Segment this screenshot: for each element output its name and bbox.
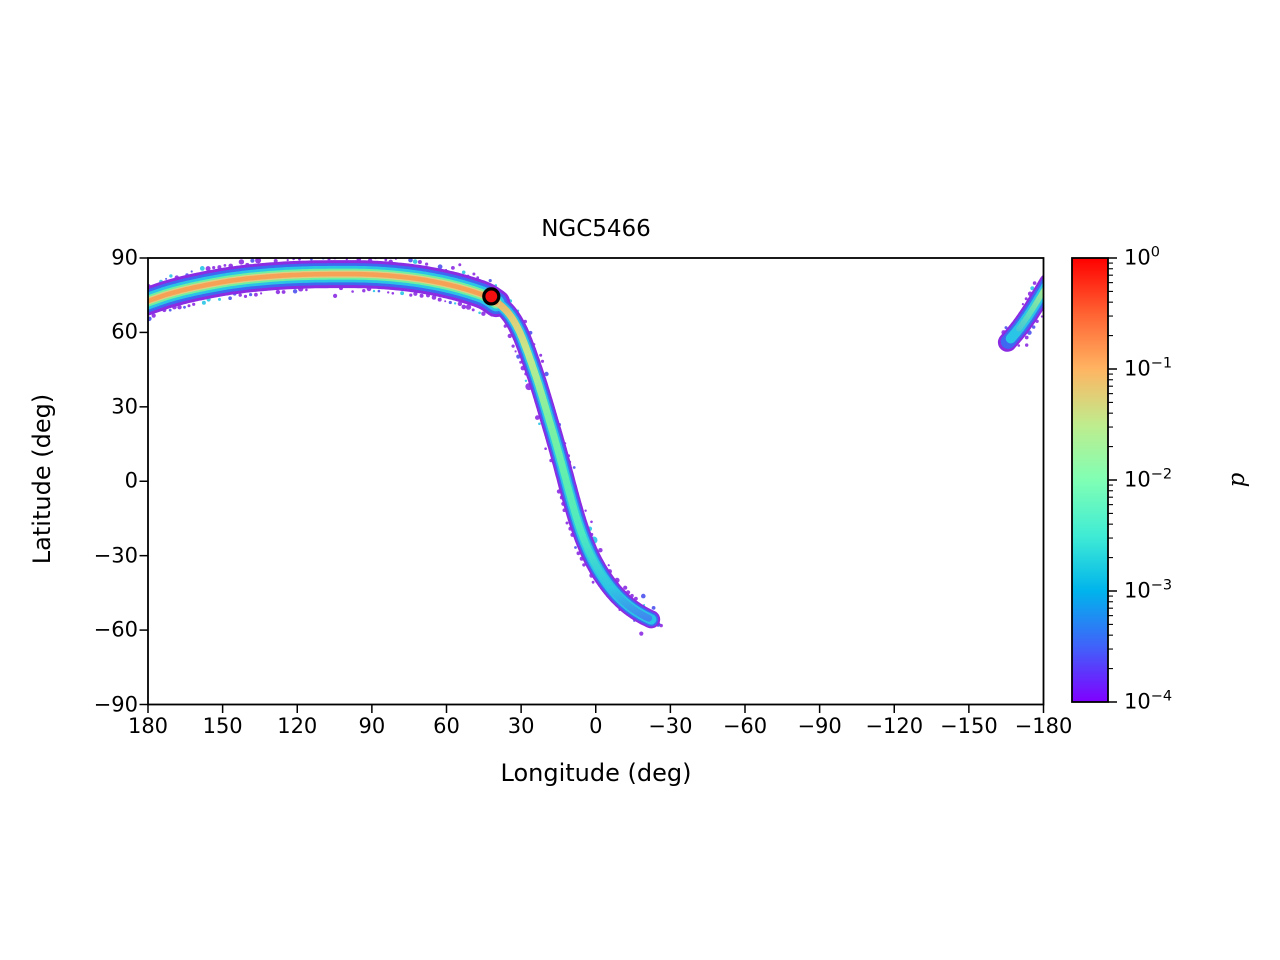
x-tick-label: −60 [722,714,768,738]
x-tick-label: 120 [277,714,318,738]
colorbar-tick-label: 10−3 [1124,577,1173,603]
x-tick-label: 150 [202,714,243,738]
colorbar [1071,257,1117,703]
y-ticks [139,257,148,706]
chart-title: NGC5466 [541,216,651,242]
y-tick-label: −30 [93,543,138,568]
x-tick-label: −90 [797,714,842,738]
cluster-marker [482,287,501,306]
stream-band [148,258,1044,636]
x-tick-label: −30 [648,714,693,738]
x-tick-label: 180 [127,714,169,738]
colorbar-tick-label: 10−2 [1124,466,1173,492]
x-axis-label: Longitude (deg) [500,759,692,787]
y-tick-label: 30 [111,394,138,419]
x-ticks [147,704,1045,713]
y-tick-label: 0 [124,468,138,493]
y-tick-label: 90 [111,245,138,270]
colorbar-tick-label: 10−1 [1124,355,1173,381]
colorbar-tick-label: 10−4 [1124,688,1173,714]
axes-frame [147,257,1045,706]
colorbar-tick-label: 100 [1124,244,1160,270]
colorbar-ticks [1108,257,1117,703]
x-tick-label: 60 [433,714,460,738]
x-tick-label: −120 [865,714,924,738]
x-tick-label: 0 [589,714,603,738]
x-tick-label: −150 [940,714,998,738]
y-tick-label: 60 [111,319,138,344]
x-tick-label: −180 [1014,714,1073,738]
x-tick-label: 90 [358,714,386,738]
y-tick-label: −60 [93,617,138,642]
y-tick-label: −90 [93,692,138,716]
x-tick-label: 30 [507,714,535,738]
colorbar-label: p [1224,472,1250,488]
